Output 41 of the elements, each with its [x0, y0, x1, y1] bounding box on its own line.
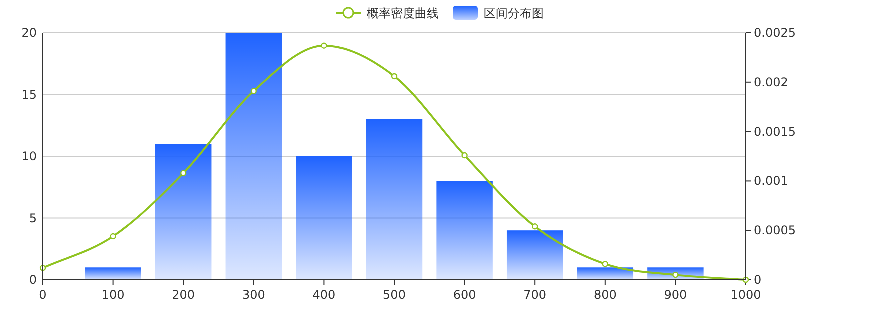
point [462, 152, 468, 159]
legend-label: 区间分布图 [484, 6, 544, 20]
bar [226, 33, 282, 280]
point [672, 272, 679, 278]
point [391, 73, 398, 80]
x-tick-label: 400 [312, 288, 336, 302]
y2-tick-label: 0.002 [754, 75, 788, 90]
x-tick-label: 700 [524, 288, 547, 302]
point [532, 224, 538, 230]
bar [436, 181, 493, 280]
y2-tick-label: 0.001 [754, 174, 788, 188]
x-tick-label: 300 [242, 288, 266, 302]
y-tick-label: 5 [29, 211, 37, 226]
x-tick-label: 200 [172, 288, 196, 302]
legend-label: 概率密度曲线 [367, 6, 439, 20]
y-tick-label: 0 [29, 273, 37, 287]
bar [366, 119, 423, 280]
bar [296, 156, 352, 280]
point [250, 88, 257, 94]
y2-tick-label: 0.0005 [754, 224, 796, 238]
point [602, 261, 608, 268]
x-tick-label: 500 [383, 288, 406, 302]
bar [577, 268, 634, 280]
x-tick-label: 1000 [730, 288, 762, 302]
bar [506, 230, 564, 280]
point [321, 42, 328, 49]
y-tick-label: 20 [22, 26, 37, 40]
x-tick-label: 800 [594, 288, 617, 302]
y-tick-label: 10 [22, 150, 37, 164]
x-tick-label: 900 [664, 288, 688, 302]
point [110, 233, 116, 240]
y2-tick-label: 0 [754, 273, 762, 287]
x-tick-label: 0 [39, 288, 47, 302]
y2-tick-label: 0.0025 [754, 26, 796, 40]
point [180, 170, 187, 176]
bar [85, 268, 142, 280]
bar [155, 144, 212, 280]
x-tick-label: 600 [453, 288, 476, 302]
y2-tick-label: 0.0015 [754, 124, 796, 139]
y-tick-label: 15 [22, 88, 37, 102]
x-tick-label: 100 [102, 288, 125, 302]
